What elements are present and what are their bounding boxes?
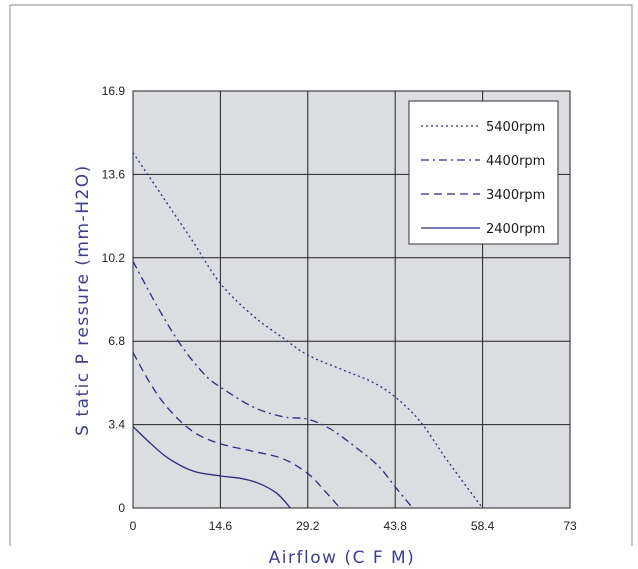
figure-border [9, 4, 633, 546]
y-tick-label: 3.4 [108, 418, 125, 432]
legend-label-2400rpm: 2400rpm [486, 222, 545, 237]
tick-labels: 0 14.6 29.2 43.8 58.4 73 0 3.4 6.8 10.2 13.6 16.9 [102, 84, 577, 533]
legend-label-5400rpm: 5400rpm [486, 120, 545, 135]
x-tick-label: 43.8 [384, 519, 408, 533]
x-tick-label: 14.6 [209, 519, 233, 533]
y-tick-label: 6.8 [108, 334, 125, 348]
x-tick-label: 58.4 [471, 519, 495, 533]
x-tick-label: 29.2 [296, 519, 320, 533]
y-tick-label: 13.6 [102, 167, 126, 181]
x-axis-label: Airflow (C F M) [269, 548, 416, 568]
series-line-5400rpm [132, 152, 484, 509]
x-tick-label: 0 [130, 519, 137, 533]
series-line-2400rpm [132, 426, 291, 509]
legend-label-3400rpm: 3400rpm [486, 188, 545, 203]
legend-label-4400rpm: 4400rpm [486, 154, 545, 169]
series-line-3400rpm [132, 352, 341, 509]
x-tick-label: 73 [563, 519, 577, 533]
series-line-4400rpm [132, 260, 414, 509]
y-tick-label: 10.2 [102, 251, 126, 265]
grid-lines [133, 91, 570, 508]
legend: 5400rpm 4400rpm 3400rpm 2400rpm [408, 100, 559, 245]
y-tick-label: 16.9 [102, 84, 126, 98]
y-tick-label: 0 [118, 501, 125, 515]
legend-box [408, 100, 559, 245]
y-axis-label: S tatic P ressure (mm-H2O) [73, 164, 93, 436]
series-lines [132, 152, 484, 509]
